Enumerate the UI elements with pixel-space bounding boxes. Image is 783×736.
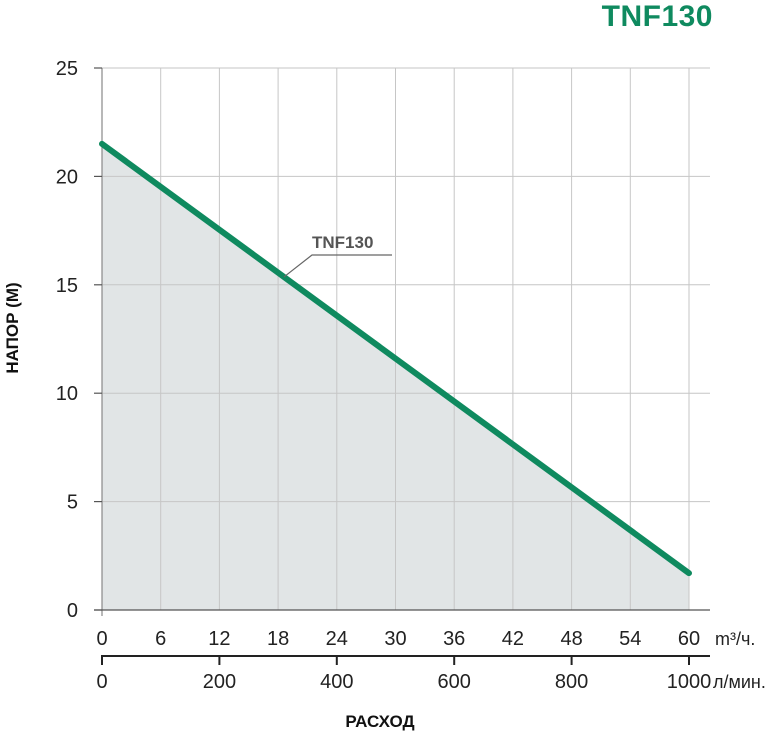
x-tick-label-primary: 42 bbox=[502, 628, 524, 650]
y-tick-label: 15 bbox=[56, 275, 78, 297]
y-tick-label: 10 bbox=[56, 383, 78, 405]
x-tick-label-primary: 36 bbox=[443, 628, 465, 650]
x-tick-label-primary: 30 bbox=[384, 628, 406, 650]
y-tick-label: 20 bbox=[56, 166, 78, 188]
x-tick-label-secondary: 0 bbox=[96, 671, 107, 693]
y-tick-label: 25 bbox=[56, 58, 78, 80]
x-tick-label-primary: 48 bbox=[560, 628, 582, 650]
x-tick-label-secondary: 600 bbox=[438, 671, 471, 693]
x-tick-label-secondary: 1000 bbox=[667, 671, 712, 693]
x-tick-label-primary: 18 bbox=[267, 628, 289, 650]
x-unit-primary: m³/ч. bbox=[715, 629, 755, 649]
x-tick-label-primary: 24 bbox=[326, 628, 348, 650]
x-tick-label-primary: 6 bbox=[155, 628, 166, 650]
x-tick-label-primary: 54 bbox=[619, 628, 641, 650]
x-tick-label-primary: 12 bbox=[208, 628, 230, 650]
y-tick-label: 0 bbox=[67, 600, 78, 622]
x-tick-label-primary: 0 bbox=[96, 628, 107, 650]
x-tick-label-secondary: 800 bbox=[555, 671, 588, 693]
x-tick-label-primary: 60 bbox=[678, 628, 700, 650]
series-line bbox=[99, 140, 692, 577]
x-tick-label-secondary: 400 bbox=[320, 671, 353, 693]
y-tick-label: 5 bbox=[67, 492, 78, 514]
x-tick-label-secondary: 200 bbox=[203, 671, 236, 693]
series-annotation: TNF130 bbox=[312, 233, 373, 252]
annotation-leader bbox=[283, 254, 392, 278]
chart-title: TNF130 bbox=[601, 0, 713, 33]
x-unit-secondary: л/мин. bbox=[713, 672, 766, 692]
x-axis-label: РАСХОД bbox=[345, 712, 415, 731]
